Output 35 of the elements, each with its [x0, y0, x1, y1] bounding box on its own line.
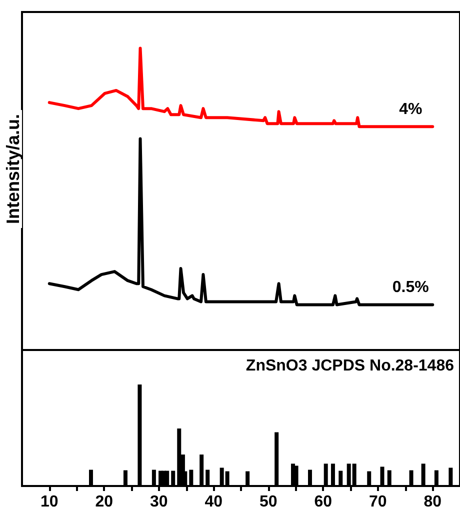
- x-tick-label: 80: [424, 494, 442, 510]
- bar: [448, 468, 453, 486]
- x-tick-label: 30: [150, 494, 168, 510]
- bar: [138, 384, 142, 486]
- x-tick-label: 50: [259, 494, 278, 510]
- y-axis-title: Intensity/a.u.: [3, 114, 23, 224]
- x-tick-label: 40: [204, 494, 223, 510]
- bar: [380, 466, 384, 486]
- bar: [165, 470, 170, 486]
- bar: [409, 470, 414, 486]
- text: ZnSnO3 JCPDS No.28-1486: [246, 358, 454, 374]
- bar: [189, 470, 194, 486]
- bar: [152, 470, 156, 486]
- bar: [274, 432, 279, 486]
- bar: [434, 470, 438, 486]
- bar: [338, 470, 343, 486]
- x-tick-label: 10: [40, 494, 58, 510]
- bar: [177, 428, 182, 486]
- series-label: 0.5%: [392, 279, 429, 296]
- x-tick-label: 70: [368, 494, 387, 510]
- bar: [367, 471, 372, 486]
- series-label: 4%: [399, 101, 422, 118]
- bar: [123, 470, 128, 486]
- x-tick-label: 20: [95, 494, 114, 510]
- bar: [308, 470, 312, 486]
- bar: [246, 471, 250, 486]
- bar: [421, 464, 426, 486]
- bar: [330, 464, 335, 486]
- x-tick-label: 60: [314, 494, 332, 510]
- bar: [200, 454, 204, 486]
- bar: [387, 470, 392, 486]
- bar: [171, 470, 176, 486]
- bar: [324, 464, 328, 486]
- bar: [206, 470, 210, 486]
- bar: [88, 470, 93, 486]
